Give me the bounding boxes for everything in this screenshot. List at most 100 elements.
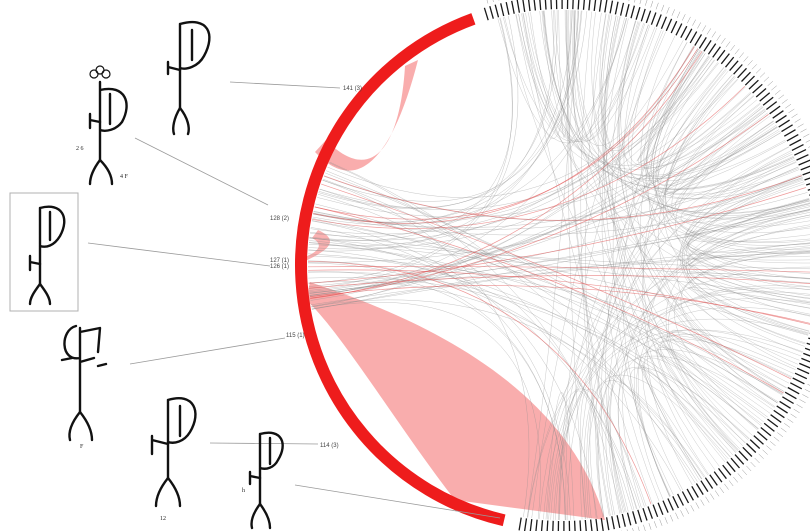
chord-239: [314, 206, 784, 394]
watermark-glyph-1: [166, 21, 211, 136]
chord-222: [311, 302, 541, 519]
ring-tick-127: [742, 446, 753, 457]
ring-tick-121: [763, 422, 775, 432]
chord-65: [497, 18, 646, 144]
chord-98: [617, 20, 784, 393]
ring-label-126: 126 (1): [270, 264, 289, 270]
chord-12: [599, 13, 810, 216]
ring-outer-tick-32: [666, 7, 670, 14]
chord-199: [308, 277, 746, 444]
chord-215: [308, 249, 702, 480]
chord-40: [518, 13, 810, 303]
ring-outer-tick-31: [661, 4, 665, 12]
chord-193: [319, 62, 718, 210]
boxed-glyph-frame: [9, 192, 79, 312]
ring-outer-tick-148: [648, 523, 652, 530]
chord-192: [309, 59, 716, 241]
ring-tick-0: [483, 7, 489, 21]
ring-tick-131: [726, 461, 736, 473]
ring-outer-tick-35: [681, 14, 686, 21]
chord-21: [567, 10, 587, 520]
ring-outer-tick-125: [758, 453, 764, 459]
ring-tick-109: [796, 367, 810, 375]
ring-tick-26: [625, 4, 630, 17]
chord-4: [683, 174, 809, 335]
ring-tick-166: [552, 520, 554, 531]
chord-90: [564, 9, 810, 214]
chord-182: [310, 227, 571, 520]
ring-tick-21: [598, 0, 602, 12]
ring-tick-68: [794, 149, 807, 156]
ring-outer-tick-27: [639, 0, 642, 5]
ring-outer-tick-136: [710, 493, 715, 500]
ring-tick-135: [709, 474, 718, 486]
ring-tick-53: [748, 79, 759, 90]
chord-103: [528, 12, 794, 190]
watermark-glyph-4: F: [60, 324, 108, 450]
ring-tick-17: [577, 0, 580, 10]
ring-tick-8: [527, 0, 531, 12]
ring-outer-tick-38: [697, 22, 702, 29]
ring-tick-36: [675, 23, 683, 36]
chord-212: [307, 153, 793, 263]
ring-label-127: 127 (1): [270, 258, 289, 264]
chord-227: [322, 10, 583, 202]
chord-181: [310, 231, 810, 284]
ring-tick-22: [604, 0, 608, 13]
ring-tick-140: [686, 488, 694, 501]
ring-outer-tick-51: [755, 68, 762, 74]
chord-148: [622, 208, 810, 508]
ring-outer-tick-143: [675, 512, 679, 520]
chord-123: [645, 49, 774, 180]
ring-outer-tick-34: [676, 11, 681, 19]
ring-tick-146: [657, 502, 664, 516]
chord-142: [630, 368, 736, 496]
chord-81: [585, 13, 611, 516]
ring-tick-48: [729, 60, 739, 72]
chord-217: [311, 220, 809, 336]
chord-66: [574, 10, 798, 365]
ring-tick-161: [579, 520, 582, 531]
chord-187: [309, 175, 803, 294]
chord-30: [559, 106, 764, 521]
chord-240: [323, 175, 802, 221]
chord-189: [309, 237, 810, 270]
chord-125: [648, 48, 797, 368]
chord-154: [642, 329, 802, 491]
ring-tick-54: [752, 83, 763, 94]
ring-tick-57: [762, 96, 774, 106]
chord-27: [577, 10, 810, 220]
chord-16: [531, 25, 651, 519]
ring-tick-58: [766, 101, 778, 111]
ring-outer-tick-41: [711, 31, 717, 38]
ring-tick-24: [614, 1, 619, 15]
ring-tick-170: [529, 519, 533, 531]
ring-tick-25: [619, 2, 625, 16]
ring-tick-27: [630, 5, 636, 19]
ring-outer-tick-30: [655, 2, 659, 10]
chord-111: [572, 10, 644, 142]
ring-outer-tick-39: [702, 25, 707, 32]
ring-outer-tick-150: [637, 526, 640, 531]
glyph-2-note-left: 2 6: [76, 146, 84, 152]
ring-tick-105: [804, 347, 810, 351]
ring-tick-137: [700, 480, 709, 492]
ring-outer-tick-135: [714, 490, 720, 497]
ring-outer-tick-57: [778, 94, 785, 100]
ring-tick-44: [712, 46, 721, 58]
chord-9: [689, 242, 810, 309]
ring-tick-157: [600, 518, 604, 531]
ring-tick-116: [779, 400, 791, 409]
chord-194: [313, 192, 808, 236]
chord-56: [530, 12, 649, 142]
ring-tick-39: [689, 31, 698, 44]
chord-242: [314, 48, 699, 220]
ring-tick-129: [734, 454, 745, 465]
chord-87: [589, 380, 705, 518]
chord-28: [539, 11, 802, 200]
ring-outer-tick-36: [687, 16, 691, 24]
leader-lines: [87, 81, 501, 519]
ring-segment-highlight: [295, 13, 506, 527]
ring-tick-154: [616, 515, 621, 529]
chord-218: [308, 255, 796, 370]
